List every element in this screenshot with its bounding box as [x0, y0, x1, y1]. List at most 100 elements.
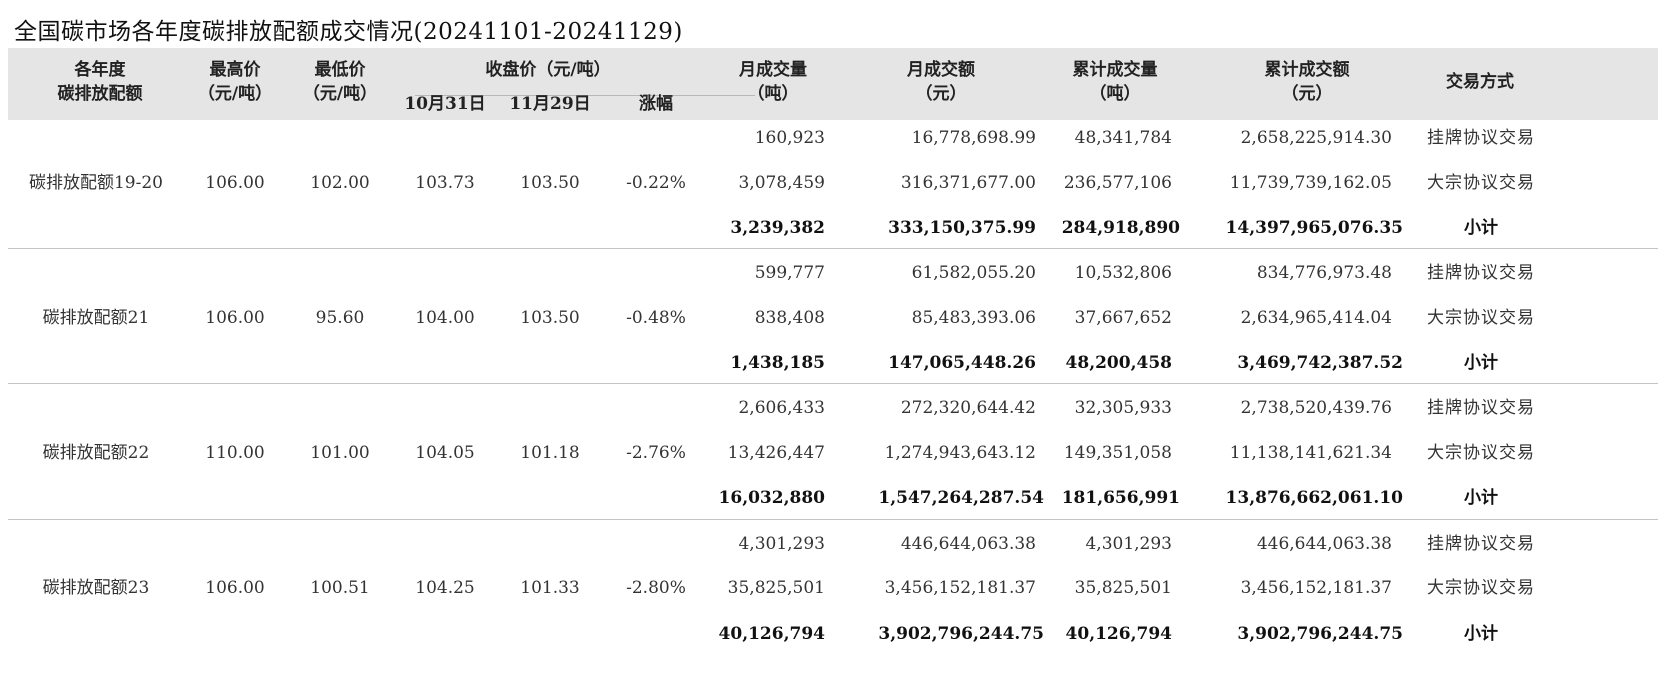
row-month-amt: 316,371,677.00	[900, 173, 1036, 193]
header-method: 交易方式	[1446, 72, 1514, 92]
subtotal-cum-amt: 3,469,742,387.52	[1237, 353, 1403, 373]
row-cum-vol: 236,577,106	[1063, 173, 1172, 193]
row-cum-amt: 2,658,225,914.30	[1240, 128, 1392, 148]
header-low: 最低价 （元/吨）	[303, 58, 377, 106]
header-cum-amt-line2: （元）	[1281, 84, 1333, 104]
group-close-nov: 101.33	[520, 578, 580, 598]
group-high: 106.00	[205, 173, 265, 193]
header-change: 涨幅	[639, 94, 673, 114]
row-method: 大宗协议交易	[1427, 578, 1535, 598]
group-change: -0.22%	[626, 173, 686, 193]
header-cum-amt: 累计成交额 （元）	[1265, 58, 1350, 106]
header-close-oct: 10月31日	[404, 94, 486, 114]
header-low-line1: 最低价	[314, 60, 366, 80]
header-year-line1: 各年度	[74, 60, 126, 80]
row-cum-vol: 32,305,933	[1074, 398, 1172, 418]
header-cum-amt-line1: 累计成交额	[1264, 60, 1350, 80]
group-high: 106.00	[205, 308, 265, 328]
row-month-amt: 3,456,152,181.37	[884, 578, 1036, 598]
row-month-vol: 4,301,293	[738, 534, 825, 554]
header-year-line2: 碳排放配额	[57, 84, 143, 104]
row-cum-amt: 834,776,973.48	[1256, 263, 1392, 283]
group-low: 101.00	[310, 443, 370, 463]
row-cum-amt: 11,739,739,162.05	[1229, 173, 1392, 193]
group-low: 100.51	[310, 578, 370, 598]
row-month-amt: 1,274,943,643.12	[884, 443, 1036, 463]
row-method: 挂牌协议交易	[1427, 398, 1535, 418]
subtotal-cum-vol: 284,918,890	[1061, 218, 1180, 238]
subtotal-month-vol: 16,032,880	[718, 488, 825, 508]
subtotal-month-vol: 40,126,794	[718, 624, 825, 644]
header-high: 最高价 （元/吨）	[198, 58, 272, 106]
row-cum-amt: 2,634,965,414.04	[1240, 308, 1392, 328]
subtotal-label: 小计	[1464, 624, 1498, 644]
row-month-vol: 838,408	[754, 308, 825, 328]
table-header	[8, 48, 1658, 120]
row-cum-vol: 37,667,652	[1074, 308, 1172, 328]
header-close-divider	[415, 95, 755, 96]
row-month-vol: 160,923	[754, 128, 825, 148]
row-month-vol: 599,777	[754, 263, 825, 283]
row-cum-amt: 446,644,063.38	[1256, 534, 1392, 554]
header-low-line2: （元/吨）	[302, 84, 378, 104]
row-month-amt: 85,483,393.06	[911, 308, 1036, 328]
subtotal-label: 小计	[1464, 353, 1498, 373]
group-low: 102.00	[310, 173, 370, 193]
group-close-nov: 101.18	[520, 443, 580, 463]
row-method: 大宗协议交易	[1427, 308, 1535, 328]
row-cum-vol: 4,301,293	[1085, 534, 1172, 554]
header-month-vol-line1: 月成交量	[739, 60, 807, 80]
header-month-amt-line2: （元）	[915, 84, 967, 104]
group-close-oct: 104.00	[415, 308, 475, 328]
header-close-nov: 11月29日	[509, 94, 591, 114]
row-cum-vol: 48,341,784	[1074, 128, 1172, 148]
row-cum-vol: 35,825,501	[1074, 578, 1172, 598]
row-cum-vol: 149,351,058	[1063, 443, 1172, 463]
page-title: 全国碳市场各年度碳排放配额成交情况(20241101-20241129)	[14, 19, 683, 45]
subtotal-cum-amt: 14,397,965,076.35	[1225, 218, 1403, 238]
row-cum-vol: 10,532,806	[1074, 263, 1172, 283]
group-divider	[8, 383, 1658, 384]
row-month-amt: 272,320,644.42	[900, 398, 1036, 418]
subtotal-label: 小计	[1464, 218, 1498, 238]
row-method: 大宗协议交易	[1427, 173, 1535, 193]
header-cum-vol-line2: （吨）	[1089, 84, 1141, 104]
header-month-amt: 月成交额 （元）	[907, 58, 975, 106]
subtotal-cum-vol: 40,126,794	[1065, 624, 1172, 644]
group-change: -2.80%	[626, 578, 686, 598]
row-month-vol: 3,078,459	[738, 173, 825, 193]
row-month-amt: 16,778,698.99	[911, 128, 1036, 148]
row-cum-amt: 11,138,141,621.34	[1229, 443, 1392, 463]
header-month-amt-line1: 月成交额	[907, 60, 975, 80]
group-high: 106.00	[205, 578, 265, 598]
subtotal-month-amt: 333,150,375.99	[888, 218, 1036, 238]
subtotal-month-amt: 1,547,264,287.54	[878, 488, 1044, 508]
subtotal-cum-amt: 13,876,662,061.10	[1225, 488, 1403, 508]
row-cum-amt: 3,456,152,181.37	[1240, 578, 1392, 598]
row-month-vol: 35,825,501	[727, 578, 825, 598]
group-high: 110.00	[205, 443, 265, 463]
group-name: 碳排放配额19-20	[28, 173, 164, 193]
group-change: -0.48%	[626, 308, 686, 328]
subtotal-cum-amt: 3,902,796,244.75	[1237, 624, 1403, 644]
group-name: 碳排放配额21	[42, 308, 150, 328]
subtotal-month-vol: 1,438,185	[730, 353, 825, 373]
group-name: 碳排放配额22	[42, 443, 150, 463]
subtotal-cum-vol: 181,656,991	[1061, 488, 1180, 508]
subtotal-cum-vol: 48,200,458	[1065, 353, 1172, 373]
header-high-line1: 最高价	[209, 60, 261, 80]
header-month-vol: 月成交量 （吨）	[739, 58, 807, 106]
header-close-group: 收盘价（元/吨）	[485, 60, 611, 80]
group-close-oct: 103.73	[415, 173, 475, 193]
header-month-vol-line2: （吨）	[747, 84, 799, 104]
subtotal-month-vol: 3,239,382	[730, 218, 825, 238]
row-method: 大宗协议交易	[1427, 443, 1535, 463]
group-change: -2.76%	[626, 443, 686, 463]
header-high-line2: （元/吨）	[197, 84, 273, 104]
group-name: 碳排放配额23	[42, 578, 150, 598]
row-method: 挂牌协议交易	[1427, 534, 1535, 554]
subtotal-month-amt: 147,065,448.26	[888, 353, 1036, 373]
row-month-amt: 446,644,063.38	[900, 534, 1036, 554]
subtotal-month-amt: 3,902,796,244.75	[878, 624, 1044, 644]
row-method: 挂牌协议交易	[1427, 263, 1535, 283]
